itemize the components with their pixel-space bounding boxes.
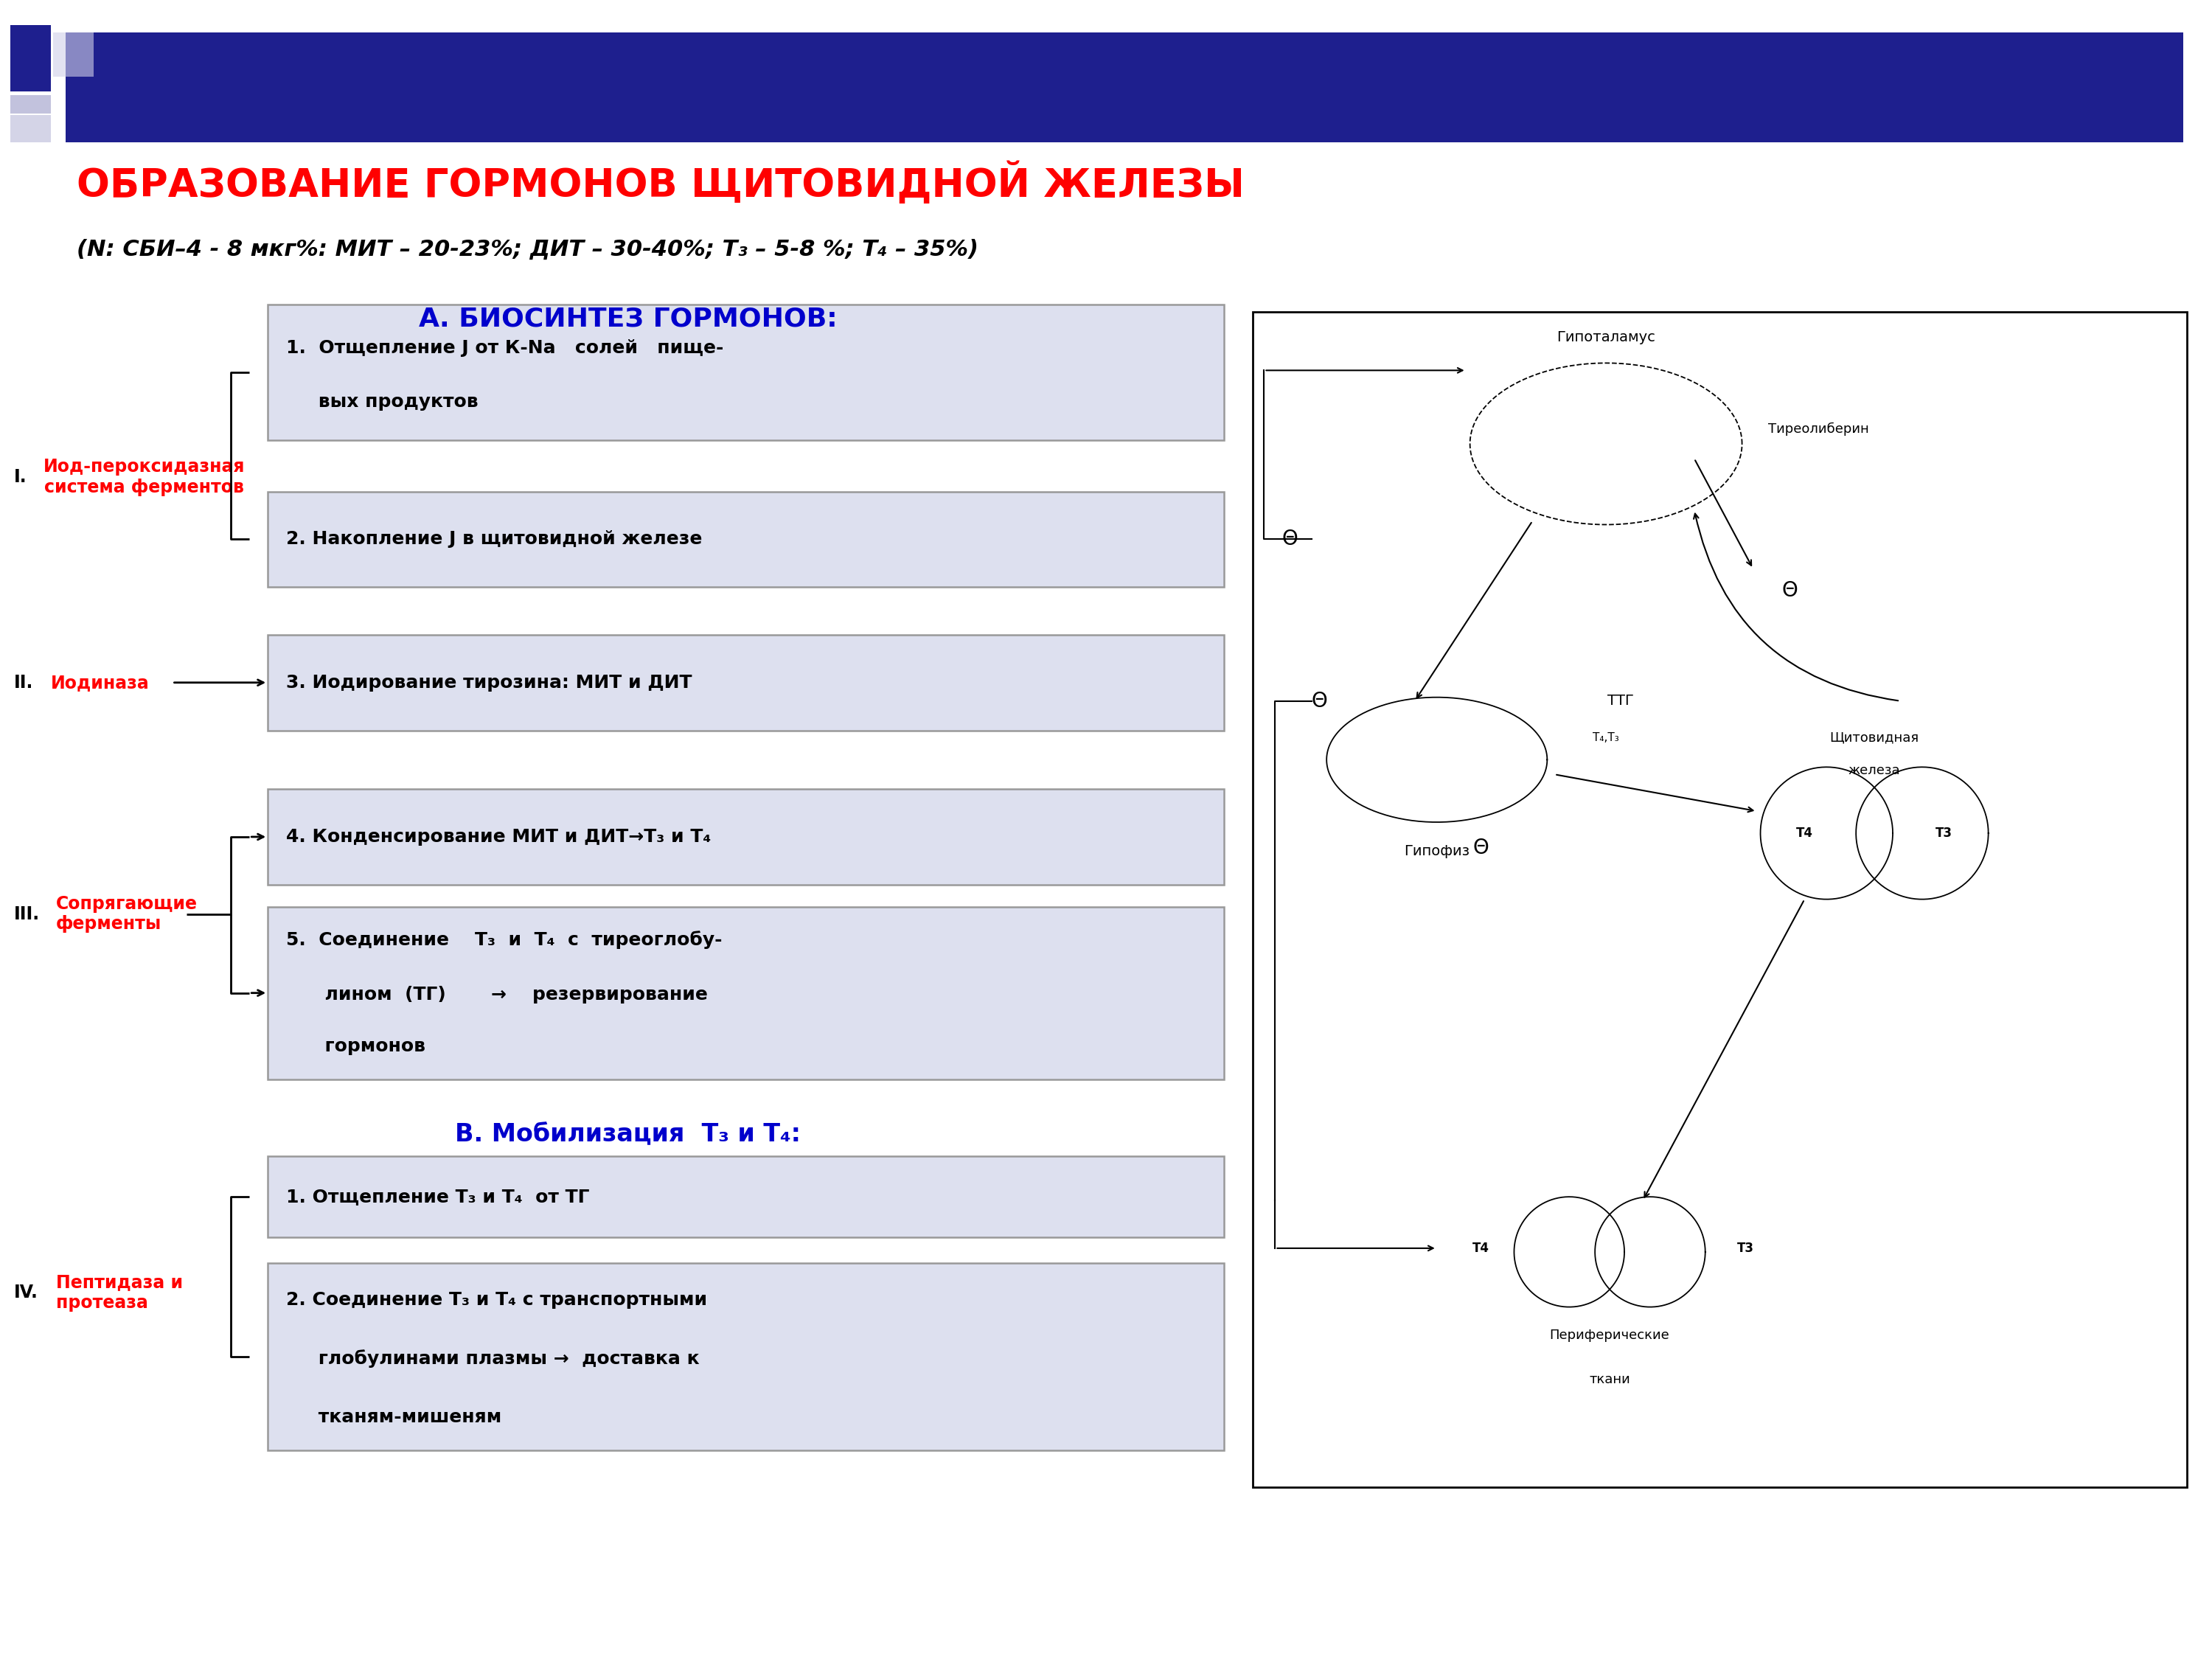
FancyBboxPatch shape: [268, 1262, 1223, 1450]
FancyBboxPatch shape: [66, 33, 2183, 143]
Text: I.: I.: [13, 468, 27, 486]
Text: Т₄,Т₃: Т₄,Т₃: [1593, 732, 1619, 743]
Text: железа: железа: [1849, 765, 1900, 778]
FancyBboxPatch shape: [11, 95, 51, 113]
Text: Иодиназа: Иодиназа: [51, 674, 150, 692]
Text: 1.  Отщепление J от К-Na   солей   пище-: 1. Отщепление J от К-Na солей пище-: [285, 340, 723, 357]
Text: 2. Соединение Т₃ и Т₄ с транспортными: 2. Соединение Т₃ и Т₄ с транспортными: [285, 1291, 708, 1309]
Text: II.: II.: [13, 674, 33, 692]
FancyBboxPatch shape: [268, 491, 1223, 587]
FancyBboxPatch shape: [268, 304, 1223, 440]
FancyBboxPatch shape: [268, 635, 1223, 730]
Text: (N: СБИ–4 - 8 мкг%: МИТ – 20-23%; ДИТ – 30-40%; Т₃ – 5-8 %; Т₄ – 35%): (N: СБИ–4 - 8 мкг%: МИТ – 20-23%; ДИТ – …: [77, 239, 978, 260]
FancyBboxPatch shape: [268, 1156, 1223, 1238]
Text: Периферические: Периферические: [1551, 1329, 1670, 1342]
Text: Т3: Т3: [1935, 826, 1953, 839]
Text: Сопрягающие
ферменты: Сопрягающие ферменты: [55, 894, 197, 932]
Text: Т3: Т3: [1736, 1241, 1754, 1254]
Text: 2. Накопление J в щитовидной железе: 2. Накопление J в щитовидной железе: [285, 531, 701, 547]
Text: IV.: IV.: [13, 1284, 38, 1301]
Text: вых продуктов: вых продуктов: [285, 393, 478, 411]
FancyBboxPatch shape: [268, 790, 1223, 884]
Text: Гипофиз: Гипофиз: [1405, 844, 1469, 858]
Text: А. БИОСИНТЕЗ ГОРМОНОВ:: А. БИОСИНТЕЗ ГОРМОНОВ:: [418, 307, 838, 332]
Text: Θ: Θ: [1281, 529, 1298, 549]
Text: 1. Отщепление Т₃ и Т₄  от ТГ: 1. Отщепление Т₃ и Т₄ от ТГ: [285, 1188, 591, 1206]
Text: лином  (ТГ)       →    резервирование: лином (ТГ) → резервирование: [285, 985, 708, 1004]
FancyBboxPatch shape: [1252, 312, 2188, 1486]
Text: Т4: Т4: [1473, 1241, 1489, 1254]
Text: Т4: Т4: [1796, 826, 1814, 839]
Text: Пептидаза и
протеаза: Пептидаза и протеаза: [55, 1272, 184, 1311]
Text: Θ: Θ: [1312, 690, 1327, 712]
Text: Θ: Θ: [1473, 838, 1489, 858]
Text: III.: III.: [13, 906, 40, 922]
FancyBboxPatch shape: [11, 25, 51, 91]
Text: 3. Иодирование тирозина: МИТ и ДИТ: 3. Иодирование тирозина: МИТ и ДИТ: [285, 674, 692, 692]
Text: ТТГ: ТТГ: [1608, 693, 1635, 708]
Text: Иод-пероксидазная
система ферментов: Иод-пероксидазная система ферментов: [44, 458, 246, 496]
Text: Гипоталамус: Гипоталамус: [1557, 330, 1655, 345]
Text: 4. Конденсирование МИТ и ДИТ→Т₃ и Т₄: 4. Конденсирование МИТ и ДИТ→Т₃ и Т₄: [285, 828, 710, 846]
FancyBboxPatch shape: [11, 114, 51, 143]
Text: В. Мобилизация  Т₃ и Т₄:: В. Мобилизация Т₃ и Т₄:: [456, 1121, 801, 1146]
Text: тканям-мишеням: тканям-мишеням: [285, 1408, 502, 1427]
Text: гормонов: гормонов: [285, 1037, 425, 1055]
FancyBboxPatch shape: [53, 33, 93, 76]
Text: Щитовидная: Щитовидная: [1829, 732, 1920, 745]
Text: глобулинами плазмы →  доставка к: глобулинами плазмы → доставка к: [285, 1349, 699, 1367]
Text: ткани: ткани: [1588, 1374, 1630, 1387]
FancyBboxPatch shape: [268, 906, 1223, 1080]
Text: ОБРАЗОВАНИЕ ГОРМОНОВ ЩИТОВИДНОЙ ЖЕЛЕЗЫ: ОБРАЗОВАНИЕ ГОРМОНОВ ЩИТОВИДНОЙ ЖЕЛЕЗЫ: [77, 161, 1245, 204]
Text: Θ: Θ: [1783, 581, 1798, 601]
Text: Тиреолиберин: Тиреолиберин: [1767, 423, 1869, 436]
Text: 5.  Соединение    Т₃  и  Т₄  с  тиреоглобу-: 5. Соединение Т₃ и Т₄ с тиреоглобу-: [285, 931, 723, 949]
